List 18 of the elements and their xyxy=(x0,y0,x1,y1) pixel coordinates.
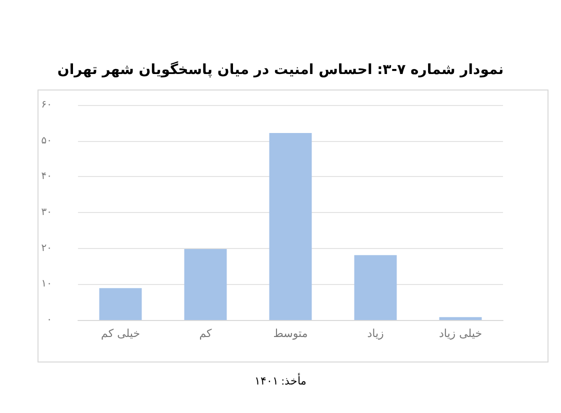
chart-title: نمودار شماره ۷-۳: احساس امنیت در میان پاسخگویان شهر تهران xyxy=(57,61,504,78)
x-tick-label: کم xyxy=(199,327,213,340)
y-tick-label: ۲۰ xyxy=(41,242,52,254)
x-tick-label: خیلی زیاد xyxy=(438,327,482,340)
bar xyxy=(184,249,227,320)
y-tick-label: ۱۰ xyxy=(41,278,52,290)
bar xyxy=(99,288,142,320)
y-tick-label: ۴۰ xyxy=(41,171,52,182)
y-tick-label: ۰ xyxy=(46,314,52,326)
bar xyxy=(354,255,397,320)
y-tick-label: ۵۰ xyxy=(41,135,52,146)
bar xyxy=(269,132,312,320)
y-tick-label: ۳۰ xyxy=(41,207,52,218)
x-tick-label: خیلی کم xyxy=(101,327,140,340)
x-tick-label: زیاد xyxy=(367,327,384,340)
y-tick-label: ۶۰ xyxy=(41,100,52,110)
x-tick-label: متوسط xyxy=(273,327,308,340)
text: مأخذ: ۱۴۰۱ xyxy=(254,374,306,388)
